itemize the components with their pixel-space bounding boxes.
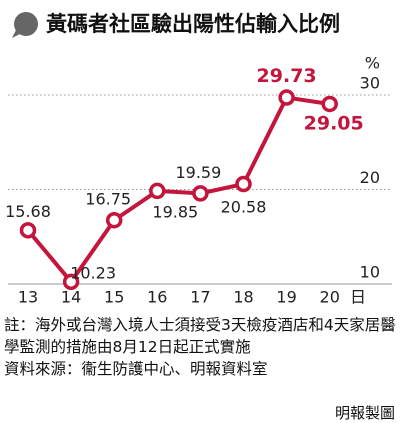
data-point [105, 211, 123, 229]
data-point [19, 222, 37, 239]
x-tick-label: 19 [276, 288, 296, 307]
title-icon [12, 12, 38, 38]
data-point [321, 95, 338, 113]
data-point [192, 185, 209, 202]
data-label: 29.05 [304, 112, 364, 134]
x-tick-label: 13 [18, 288, 38, 307]
x-tick-label: 20 [320, 288, 340, 307]
chart: 黃碼者社區驗出陽性佔輸入比例 % 日 10 20 30 13 14 15 16 17 18 19 2… [5, 12, 392, 307]
data-label: 29.73 [257, 65, 317, 87]
y-tick-label: 30 [360, 74, 380, 93]
y-tick-label: 20 [360, 168, 380, 187]
y-unit: % [365, 54, 380, 73]
data-label: 16.75 [85, 190, 131, 209]
x-tick-label: 16 [147, 288, 167, 307]
notes: 註：海外或台灣入境人士須接受3天檢疫酒店和4天家居醫學監測的措施由8月12日起正… [4, 314, 399, 380]
note: 註：海外或台灣入境人士須接受3天檢疫酒店和4天家居醫學監測的措施由8月12日起正… [4, 316, 396, 356]
data-point [149, 182, 166, 200]
data-point [235, 175, 252, 193]
x-unit: 日 [350, 288, 366, 307]
data-label: 19.85 [152, 202, 198, 221]
x-tick-label: 17 [190, 288, 210, 307]
x-tick-label: 15 [104, 288, 124, 307]
data-label: 19.59 [175, 163, 221, 182]
x-tick-label: 18 [233, 288, 253, 307]
data-label: 10.23 [70, 263, 116, 282]
data-label: 15.68 [5, 202, 51, 221]
y-tick-label: 10 [360, 263, 380, 282]
data-line [26, 95, 330, 284]
chart-title: 黃碼者社區驗出陽性佔輸入比例 [46, 12, 340, 36]
x-tick-label: 14 [61, 288, 81, 307]
data-point [278, 89, 295, 106]
data-point [62, 273, 80, 291]
credit: 明報製圖 [334, 404, 395, 422]
source: 資料來源：衞生防護中心、明報資料室 [4, 360, 268, 378]
data-label: 20.58 [221, 198, 267, 217]
